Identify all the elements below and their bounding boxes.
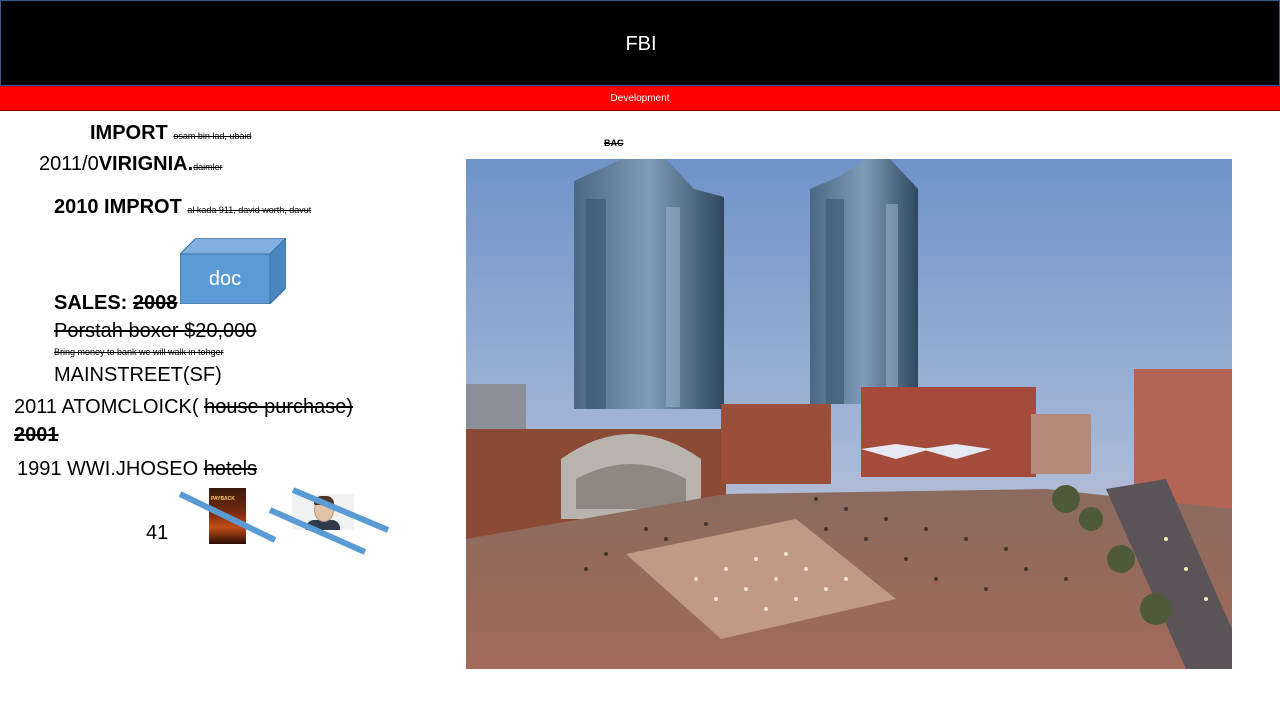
city-plaza-photo-image xyxy=(466,159,1232,669)
virginia-label: VIRIGNIA. xyxy=(98,153,194,175)
slide-subtitle: Development xyxy=(610,93,670,104)
doc-cube-shape[interactable]: doc xyxy=(180,238,286,304)
movie-poster-thumbnail[interactable]: PAYBACK xyxy=(209,488,246,544)
doc-label: doc xyxy=(209,268,241,290)
line-2011-prefix: 2011/0 xyxy=(39,153,99,175)
atomclock-struck: house purchase) xyxy=(204,396,354,418)
line-1991: 1991 WWI.JHOSEO hotels xyxy=(17,458,257,481)
sales-year: 2008 xyxy=(132,292,178,314)
import-heading: IMPORT osam bin lad, ubaid xyxy=(90,122,251,145)
sales-label: SALES: xyxy=(54,292,128,314)
sales-line: SALES: 2008 xyxy=(54,292,177,315)
virginia-note: daimler xyxy=(193,162,223,172)
line-2010-note: al kada 911, david worth, davut xyxy=(187,205,312,215)
slash-line-1 xyxy=(178,491,277,543)
line-2010-label: 2010 IMPROT xyxy=(54,196,182,218)
atomclock-prefix: 2011 ATOMCLOICK( xyxy=(14,396,199,418)
line-2011-virginia: 2011/0VIRIGNIA.daimler xyxy=(39,153,223,176)
porstah-line: Porstah boxer $20,000 xyxy=(54,320,257,342)
portrait-shirt xyxy=(306,520,340,530)
slash-lines xyxy=(178,487,390,555)
import-label: IMPORT xyxy=(90,122,168,144)
subtitle-bar: Development xyxy=(0,86,1280,111)
city-plaza-photo[interactable] xyxy=(466,159,1232,669)
number-41: 41 xyxy=(146,522,169,544)
slash-line-2 xyxy=(268,507,367,555)
line-1991-prefix: 1991 WWI.JHOSEO xyxy=(17,458,199,480)
bac-label: BAC xyxy=(604,138,624,148)
bring-money-line: Bring money to bank we will walk in tohg… xyxy=(54,347,224,357)
line-2010: 2010 IMPROT al kada 911, david worth, da… xyxy=(54,196,311,219)
title-bar: FBI xyxy=(0,0,1280,86)
line-1991-struck: hotels xyxy=(203,458,258,480)
slide-title: FBI xyxy=(625,33,657,55)
mainstreet-line: MAINSTREET(SF) xyxy=(54,364,222,386)
year-2001: 2001 xyxy=(14,424,59,446)
import-note: osam bin lad, ubaid xyxy=(173,131,252,141)
atomclock-line: 2011 ATOMCLOICK( house purchase) xyxy=(14,396,353,419)
slash-line-3 xyxy=(291,487,390,533)
poster-caption: PAYBACK xyxy=(211,496,235,502)
